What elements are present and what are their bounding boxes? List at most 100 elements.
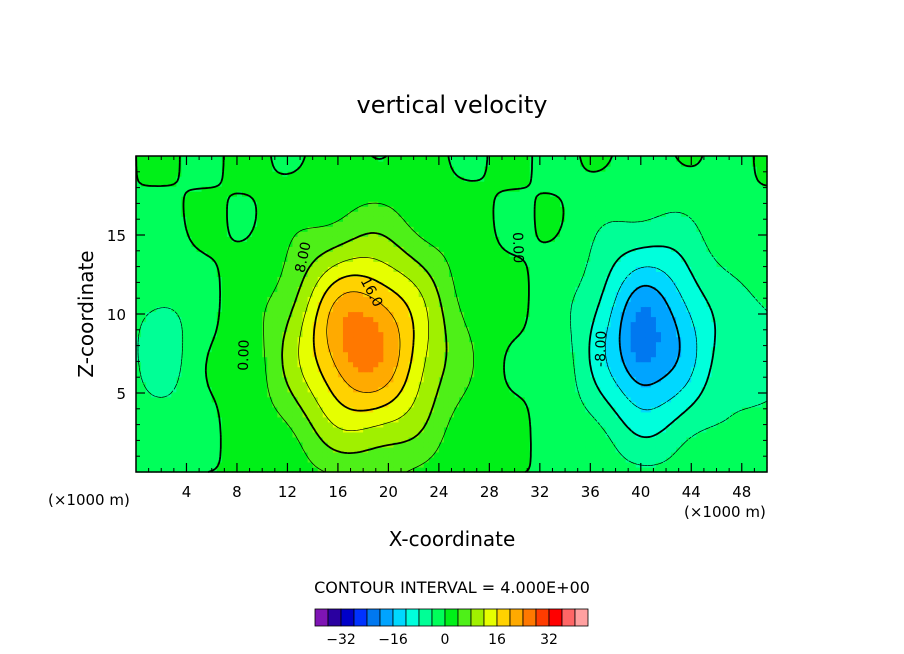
field-cell [262,286,268,293]
field-cell [448,226,455,232]
field-cell [307,231,314,237]
field-cell [317,361,324,368]
field-cell [277,401,283,408]
field-cell [373,291,379,298]
field-cell [418,161,425,167]
field-cell [363,416,369,423]
field-cell [297,446,304,453]
field-cell [216,186,223,192]
field-cell [211,356,218,363]
field-cell [171,301,177,308]
field-cell [519,351,526,358]
field-cell [408,426,415,433]
field-cell [378,256,384,262]
field-cell [484,261,490,267]
field-cell [469,181,475,187]
field-cell [252,191,258,197]
field-cell [423,296,430,303]
field-cell [459,246,465,252]
field-cell [403,456,410,463]
field-cell [504,451,511,458]
field-cell [332,241,339,247]
field-cell [469,266,475,272]
field-cell [297,436,304,443]
field-cell [454,401,460,408]
field-cell [221,241,228,247]
field-cell [459,346,465,353]
field-cell [262,246,268,252]
field-cell [242,381,248,388]
field-cell [438,206,445,212]
field-cell [292,206,299,212]
field-cell [206,351,213,358]
field-cell [383,221,389,227]
field-cell [317,326,324,333]
field-cell [317,216,324,222]
field-cell [302,371,309,378]
field-cell [393,231,400,237]
field-cell [519,296,526,303]
field-cell [146,281,152,288]
field-cell [413,461,420,468]
field-cell [383,411,389,418]
field-cell [186,391,193,398]
field-cell [448,421,455,428]
field-cell [494,361,501,368]
field-cell [287,191,294,197]
field-cell [524,346,531,353]
field-cell [181,391,188,398]
field-cell [196,461,203,468]
field-cell [499,406,506,413]
field-cell [186,416,193,423]
field-cell [166,181,172,187]
field-cell [529,396,536,403]
field-cell [146,271,152,277]
field-cell [267,166,273,172]
field-cell [277,261,283,267]
field-cell [428,326,435,333]
field-cell [211,381,218,388]
field-cell [524,421,531,428]
field-cell [302,336,309,343]
field-cell [282,241,289,247]
field-cell [236,351,243,358]
field-cell [489,291,496,298]
field-cell [171,171,177,177]
field-cell [433,461,440,468]
field-cell [524,336,531,343]
field-cell [307,201,314,207]
field-cell [317,446,324,453]
field-cell [327,321,334,328]
field-cell [277,436,283,443]
field-cell [393,161,400,167]
field-cell [332,251,339,257]
field-cell [388,246,395,252]
field-cell [423,411,430,418]
field-cell [267,396,273,403]
field-cell [358,381,364,388]
field-cell [181,331,188,338]
field-cell [519,446,526,453]
field-cell [433,441,440,448]
field-cell [191,196,198,202]
field-cell [514,306,521,313]
field-cell [262,331,268,338]
field-cell [277,321,283,328]
field-cell [403,361,410,368]
field-cell [156,321,162,328]
field-cell [262,456,268,463]
field-cell [479,416,485,423]
field-cell [332,201,339,207]
field-cell [206,326,213,333]
field-cell [489,466,496,473]
field-cell [378,191,384,197]
field-cell [418,211,425,217]
field-cell [176,336,183,343]
field-cell [433,451,440,458]
field-cell [529,426,536,433]
field-cell [454,311,460,318]
field-cell [363,451,369,458]
field-cell [186,436,193,443]
field-cell [509,461,516,468]
field-cell [423,346,430,353]
